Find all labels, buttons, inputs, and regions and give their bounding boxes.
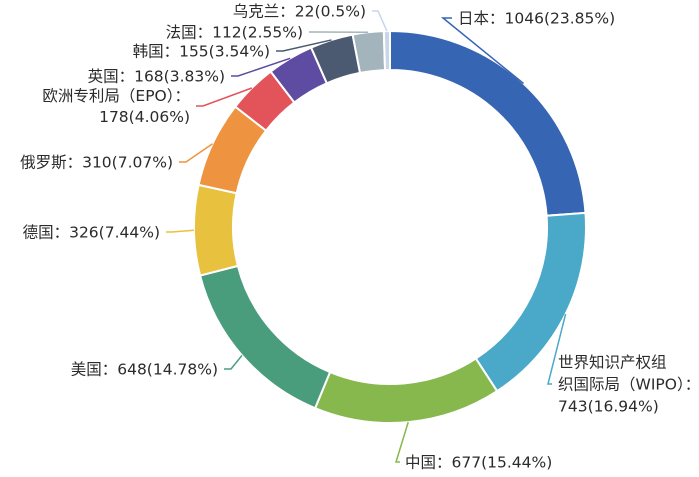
leader-line-6 xyxy=(196,87,253,107)
slice-label-0: 日本：1046(23.85%) xyxy=(458,9,615,27)
slice-label-7: 英国：168(3.83%) xyxy=(88,67,225,85)
slice-label-line: 法国：112(2.55%) xyxy=(166,23,303,41)
slice-10[interactable] xyxy=(382,29,391,72)
leader-lines-group xyxy=(166,10,567,463)
leader-line-8 xyxy=(276,39,332,52)
labels-group: 日本：1046(23.85%) 世界知识产权组织国际局（WIPO）： 743(16.… xyxy=(20,2,699,471)
slice-label-line: 俄罗斯：310(7.07%) xyxy=(20,153,173,171)
slice-label-line: 德国：326(7.44%) xyxy=(23,223,160,241)
leader-line-0 xyxy=(440,17,524,85)
slice-3[interactable] xyxy=(198,264,332,410)
leader-line-3 xyxy=(224,354,243,370)
slice-label-5: 俄罗斯：310(7.07%) xyxy=(20,153,173,171)
leader-line-2 xyxy=(394,421,409,463)
slice-label-line: 中国：677(15.44%) xyxy=(405,453,552,471)
slice-label-line: 欧洲专利局（EPO）： xyxy=(42,87,190,105)
slice-label-6: 欧洲专利局（EPO）： 178(4.06%) xyxy=(42,87,190,126)
slice-label-line: 英国：168(3.83%) xyxy=(88,67,225,85)
slice-label-line: 韩国：155(3.54%) xyxy=(133,42,270,60)
slice-label-line: 世界知识产权组 xyxy=(558,353,667,371)
leader-line-10 xyxy=(372,10,388,32)
slice-4[interactable] xyxy=(193,183,240,277)
slice-label-line: 日本：1046(23.85%) xyxy=(458,9,615,27)
slice-label-3: 美国：648(14.78%) xyxy=(71,360,218,378)
slice-label-line: 美国：648(14.78%) xyxy=(71,360,218,378)
slice-label-10: 乌克兰：22(0.5%) xyxy=(233,2,366,20)
slice-label-line: 178(4.06%) xyxy=(99,108,190,126)
leader-line-7 xyxy=(231,57,291,77)
leader-line-1 xyxy=(547,313,567,385)
slice-label-8: 韩国：155(3.54%) xyxy=(133,42,270,60)
slice-label-line: 织国际局（WIPO）： xyxy=(558,375,699,393)
slice-label-2: 中国：677(15.44%) xyxy=(405,453,552,471)
slice-2[interactable] xyxy=(313,357,499,424)
leader-line-4 xyxy=(166,229,195,233)
leader-line-5 xyxy=(179,143,213,163)
slice-label-line: 743(16.94%) xyxy=(558,397,659,415)
slice-label-1: 世界知识产权组织国际局（WIPO）： 743(16.94%) xyxy=(558,353,699,415)
slice-label-4: 德国：326(7.44%) xyxy=(23,223,160,241)
slice-label-9: 法国：112(2.55%) xyxy=(166,23,303,41)
slices-group xyxy=(193,29,587,424)
slice-0[interactable] xyxy=(389,29,587,217)
slice-label-line: 乌克兰：22(0.5%) xyxy=(233,2,366,20)
